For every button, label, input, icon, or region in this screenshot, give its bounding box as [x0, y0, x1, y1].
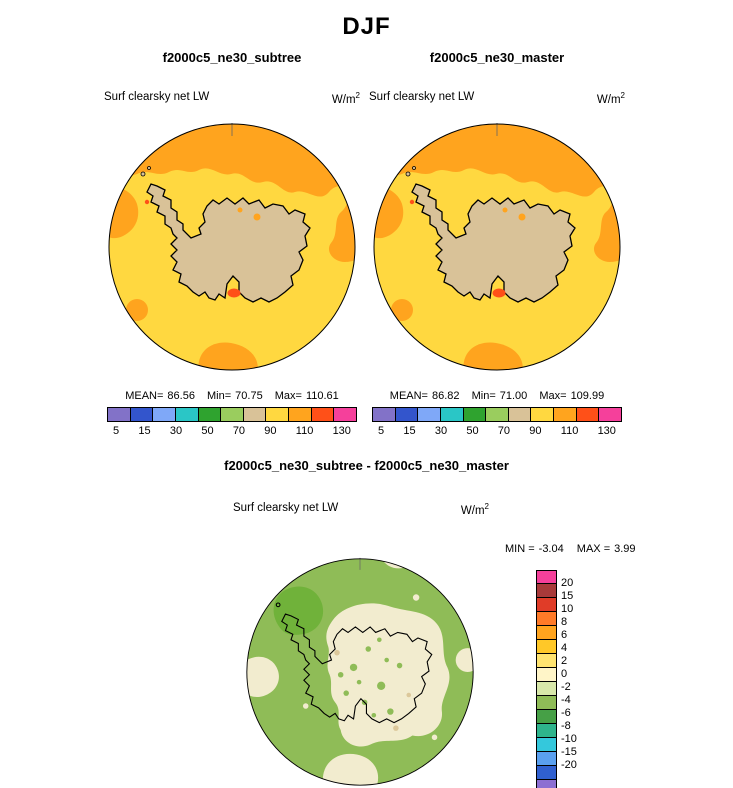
units-label: W/m2 — [331, 91, 360, 106]
colorbar-tick-label: 6 — [561, 629, 568, 641]
colorbar-cell — [537, 653, 556, 667]
colorbar-tick-label: 50 — [201, 425, 214, 437]
colorbar-subtree — [107, 407, 357, 422]
colorbar-ticks-subtree: 5 15 30 50 70 90 110 130 — [107, 425, 357, 437]
difference-minmax: MIN = -3.04 MAX = 3.99 — [505, 543, 636, 555]
polar-map-subtree — [107, 122, 357, 372]
field-row-difference: Surf clearsky net LW W/m2 — [233, 502, 489, 517]
colorbar-tick-label: -15 — [561, 746, 577, 758]
colorbar-cell — [417, 408, 440, 421]
colorbar-tick-label: 130 — [332, 425, 351, 437]
colorbar-cell — [537, 695, 556, 709]
field-label: Surf clearsky net LW — [104, 91, 210, 103]
colorbar-tick-label: 5 — [378, 425, 385, 437]
units-label: W/m2 — [460, 502, 489, 517]
colorbar-cell — [537, 765, 556, 779]
colorbar-cell — [537, 709, 556, 723]
colorbar-tick-label: 110 — [560, 425, 579, 437]
colorbar-tick-label: 70 — [497, 425, 511, 437]
colorbar-cell — [575, 408, 599, 421]
polar-map-difference — [245, 557, 475, 787]
field-row-subtree: Surf clearsky net LW W/m2 — [104, 91, 360, 106]
season-title: DJF — [342, 13, 391, 40]
colorbar-cell — [265, 408, 289, 421]
colorbar-cell — [129, 408, 153, 421]
colorbar-cell — [537, 625, 556, 639]
field-label: Surf clearsky net LW — [233, 502, 339, 514]
colorbar-master — [372, 407, 622, 422]
colorbar-cell — [152, 408, 175, 421]
colorbar-tick-label: 10 — [561, 603, 574, 615]
colorbar-tick-label: 110 — [295, 425, 314, 437]
colorbar-cell — [530, 408, 554, 421]
colorbar-tick-label: 15 — [561, 590, 574, 602]
colorbar-tick-label: 90 — [264, 425, 277, 437]
colorbar-tick-label: -10 — [561, 733, 577, 745]
colorbar-cell — [220, 408, 243, 421]
colorbar-tick-label: 130 — [597, 425, 616, 437]
colorbar-cell — [439, 408, 463, 421]
colorbar-cell — [598, 408, 622, 421]
colorbar-tick-label: -2 — [561, 681, 571, 693]
difference-title: f2000c5_ne30_subtree - f2000c5_ne30_mast… — [224, 458, 509, 473]
colorbar-cell — [537, 751, 556, 765]
stats-subtree: MEAN= 86.56 Min= 70.75 Max= 110.61 — [125, 390, 339, 402]
colorbar-tick-label: 15 — [138, 425, 151, 437]
colorbar-cell — [333, 408, 357, 421]
colorbar-cell — [288, 408, 311, 421]
colorbar-cell — [537, 779, 556, 788]
colorbar-cell — [537, 667, 556, 681]
colorbar-cell — [373, 408, 395, 421]
colorbar-tick-label: 30 — [169, 425, 183, 437]
panel-title-subtree: f2000c5_ne30_subtree — [162, 50, 302, 65]
colorbar-cell — [537, 583, 556, 597]
colorbar-tick-label: 5 — [113, 425, 120, 437]
difference-colorbar — [536, 570, 557, 788]
colorbar-cell — [462, 408, 486, 421]
colorbar-tick-label: 70 — [232, 425, 246, 437]
colorbar-cell — [537, 639, 556, 653]
colorbar-tick-label: 30 — [434, 425, 448, 437]
colorbar-cell — [394, 408, 418, 421]
colorbar-tick-label: -6 — [561, 707, 571, 719]
colorbar-tick-label: 0 — [561, 668, 568, 680]
stats-master: MEAN= 86.82 Min= 71.00 Max= 109.99 — [389, 390, 605, 402]
polar-map-master — [372, 122, 622, 372]
field-row-master: Surf clearsky net LW W/m2 — [369, 91, 625, 106]
field-label: Surf clearsky net LW — [369, 91, 475, 103]
colorbar-tick-label: -4 — [561, 694, 571, 706]
colorbar-cell — [197, 408, 221, 421]
difference-colorbar-ticks: 20 15 10 8 6 4 2 0 -2 -4 -6 -8 -10 -15 -20 — [561, 577, 577, 771]
colorbar-tick-label: 2 — [561, 655, 568, 667]
panel-title-master: f2000c5_ne30_master — [429, 50, 565, 65]
colorbar-tick-label: 8 — [561, 616, 568, 628]
colorbar-tick-label: 50 — [466, 425, 479, 437]
colorbar-cell — [537, 723, 556, 737]
colorbar-tick-label: 20 — [561, 577, 574, 589]
colorbar-cell — [537, 597, 556, 611]
colorbar-tick-label: -8 — [561, 720, 571, 732]
colorbar-ticks-master: 5 15 30 50 70 90 110 130 — [372, 425, 622, 437]
colorbar-cell — [553, 408, 576, 421]
colorbar-tick-label: -20 — [561, 759, 577, 771]
colorbar-cell — [537, 571, 556, 583]
colorbar-cell — [485, 408, 508, 421]
colorbar-cell — [537, 681, 556, 695]
colorbar-cell — [507, 408, 531, 421]
colorbar-cell — [537, 737, 556, 751]
colorbar-cell — [174, 408, 198, 421]
colorbar-tick-label: 15 — [403, 425, 416, 437]
colorbar-cell — [108, 408, 130, 421]
colorbar-tick-label: 90 — [529, 425, 542, 437]
colorbar-cell — [242, 408, 266, 421]
colorbar-cell — [537, 611, 556, 625]
colorbar-cell — [310, 408, 334, 421]
units-label: W/m2 — [596, 91, 625, 106]
colorbar-tick-label: 4 — [561, 642, 568, 654]
